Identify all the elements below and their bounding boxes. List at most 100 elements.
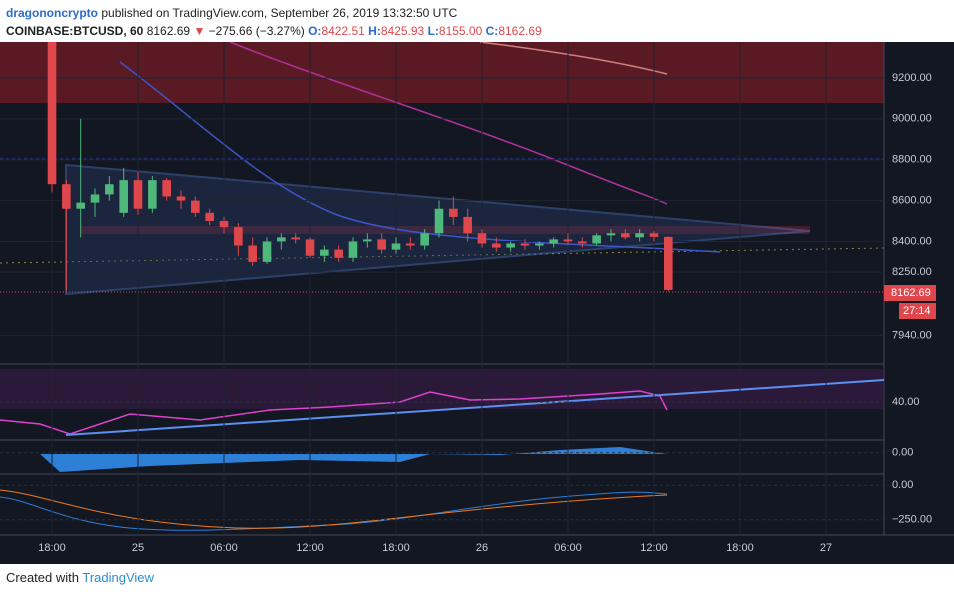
candle-body xyxy=(76,202,85,209)
countdown-badge xyxy=(899,303,936,319)
h-label: H: xyxy=(368,24,381,38)
candle-body xyxy=(492,243,501,248)
candle-body xyxy=(176,196,186,201)
rsi-line xyxy=(0,390,668,435)
candle-body xyxy=(391,243,401,250)
y-tick-label: 0.00 xyxy=(892,447,913,459)
l-label: L: xyxy=(427,24,439,38)
candle-body xyxy=(234,227,243,246)
y-tick-label: 9200.00 xyxy=(892,72,932,84)
candle-body xyxy=(606,233,616,236)
brand: TradingView xyxy=(82,570,154,585)
candle-body xyxy=(520,243,530,246)
candle-body xyxy=(90,194,100,203)
x-tick-label: 12:00 xyxy=(296,542,324,554)
arrow: ▼ xyxy=(193,24,206,38)
last: 8162.69 xyxy=(146,24,191,38)
candle-body xyxy=(635,233,644,238)
candle-body xyxy=(191,200,200,213)
candle-body xyxy=(62,184,71,209)
candle-body xyxy=(162,180,171,197)
candle-body xyxy=(320,249,329,256)
candle-body xyxy=(277,237,286,242)
y-tick-label: 8400.00 xyxy=(892,235,932,247)
x-tick-label: 06:00 xyxy=(210,542,238,554)
signal-line xyxy=(0,489,668,529)
change: −275.66 (−3.27%) xyxy=(208,24,305,38)
y-tick-label: −250.00 xyxy=(892,514,932,526)
candle-body xyxy=(348,241,358,258)
y-tick-label: 0.00 xyxy=(892,479,913,491)
moving-average xyxy=(229,42,668,205)
candle-body xyxy=(621,233,630,238)
y-tick-label: 8800.00 xyxy=(892,154,932,166)
candle-body xyxy=(205,212,214,222)
x-tick-label: 26 xyxy=(476,542,488,554)
c: 8162.69 xyxy=(498,24,542,38)
price-badge xyxy=(884,285,936,301)
candle-body xyxy=(592,235,601,244)
candle-body xyxy=(549,239,558,244)
x-tick-label: 25 xyxy=(132,542,144,554)
footer: Created with TradingView xyxy=(6,570,154,585)
o: 8422.51 xyxy=(321,24,365,38)
candle-body xyxy=(664,236,673,290)
y-tick-label: 40.00 xyxy=(892,396,920,408)
candle-body xyxy=(262,241,272,262)
x-tick-label: 06:00 xyxy=(554,542,582,554)
resistance-zone xyxy=(0,42,884,103)
c-label: C: xyxy=(485,24,499,38)
x-tick-label: 18:00 xyxy=(726,542,754,554)
candle-body xyxy=(420,233,429,246)
background xyxy=(0,42,954,564)
y-tick-label: 9000.00 xyxy=(892,113,932,125)
h: 8425.93 xyxy=(380,24,425,38)
o-label: O: xyxy=(308,24,322,38)
candle-body xyxy=(578,241,587,244)
countdown-label: 27:14 xyxy=(903,305,931,317)
price-label: 8162.69 xyxy=(891,287,931,299)
header-line-2: COINBASE:BTCUSD, 60 8162.69 ▼ −275.66 (−… xyxy=(6,22,542,40)
candle-body xyxy=(219,221,229,228)
candle-body xyxy=(119,180,128,213)
l: 8155.00 xyxy=(438,24,483,38)
published: published on TradingView.com, September … xyxy=(101,6,458,20)
y-tick-label: 8250.00 xyxy=(892,266,932,278)
candle-body xyxy=(291,237,300,240)
x-tick-label: 27 xyxy=(820,542,832,554)
x-tick-label: 18:00 xyxy=(38,542,66,554)
candle-body xyxy=(463,216,472,234)
candle-body xyxy=(406,243,415,246)
candle-body xyxy=(477,233,487,244)
momentum-area xyxy=(0,447,667,472)
header: dragononcrypto published on TradingView.… xyxy=(6,4,542,40)
header-line-1: dragononcrypto published on TradingView.… xyxy=(6,4,542,22)
chart: 9200.00 9000.00 8800.00 8600.00 8400.00 8250.… xyxy=(0,42,954,564)
candle-body xyxy=(449,208,458,217)
candle-body xyxy=(434,208,444,234)
candle-body xyxy=(133,180,143,209)
symbol: COINBASE:BTCUSD, 60 xyxy=(6,24,144,38)
candle-body xyxy=(334,249,343,258)
zone xyxy=(80,226,810,234)
x-tick-label: 12:00 xyxy=(640,542,668,554)
y-tick-label: 8600.00 xyxy=(892,194,932,206)
x-tick-label: 18:00 xyxy=(382,542,410,554)
candle-body xyxy=(563,239,573,242)
candle-body xyxy=(248,245,257,262)
candle-body xyxy=(305,239,315,256)
candle-body xyxy=(148,180,157,209)
candle-body xyxy=(105,184,114,195)
rsi-trendline xyxy=(65,379,885,436)
y-tick-label: 7940.00 xyxy=(892,329,932,341)
candle-body xyxy=(47,42,57,185)
candle-body xyxy=(377,239,386,250)
candle-body xyxy=(363,239,372,242)
author: dragononcrypto xyxy=(6,6,98,20)
moving-average xyxy=(479,42,668,75)
candle-body xyxy=(649,233,659,237)
candle-body xyxy=(535,243,544,246)
candle-body xyxy=(506,243,515,248)
created: Created with xyxy=(6,570,79,585)
